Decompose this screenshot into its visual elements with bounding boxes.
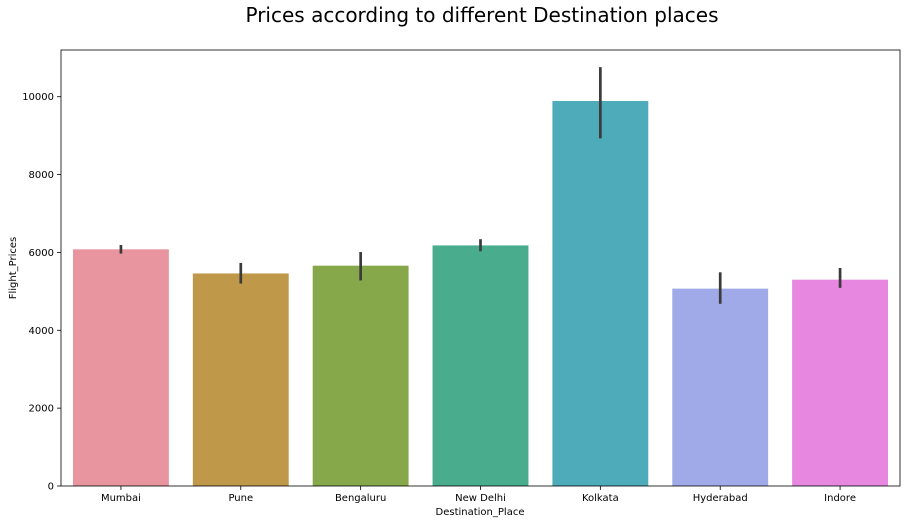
error-bars-group [119, 67, 842, 304]
bar-indore [792, 279, 889, 486]
x-axis-label: Destination_Place [436, 507, 525, 518]
x-tick-label: Kolkata [582, 493, 619, 504]
y-axis-label: Flight_Prices [8, 237, 19, 300]
y-tick-label: 10000 [22, 92, 54, 103]
x-tick-label: Hyderabad [693, 493, 748, 504]
x-axis-ticks: Mumbai Pune Bengaluru New Delhi Kolkata Hyder… [101, 486, 856, 504]
bar-kolkata [552, 100, 649, 486]
y-tick-label: 4000 [29, 326, 54, 337]
plot-frame [60, 49, 901, 487]
bar-new-delhi [432, 245, 529, 486]
x-tick-label: Bengaluru [335, 493, 386, 504]
bar-mumbai [72, 249, 169, 486]
x-tick-label: Mumbai [101, 493, 141, 504]
x-tick-label: Indore [824, 493, 856, 504]
y-tick-label: 6000 [29, 248, 54, 259]
y-tick-label: 8000 [29, 170, 54, 181]
bars-group [72, 100, 889, 486]
bar-pune [192, 273, 289, 486]
x-tick-label: New Delhi [455, 493, 506, 504]
y-tick-label: 2000 [29, 404, 54, 415]
bar-bengaluru [312, 265, 409, 486]
y-axis-ticks: 0 2000 4000 6000 8000 10000 [22, 92, 61, 493]
x-tick-label: Pune [228, 493, 253, 504]
chart-title: Prices according to different Destinatio… [246, 3, 719, 27]
y-tick-label: 0 [48, 482, 54, 493]
bar-hyderabad [672, 288, 769, 486]
